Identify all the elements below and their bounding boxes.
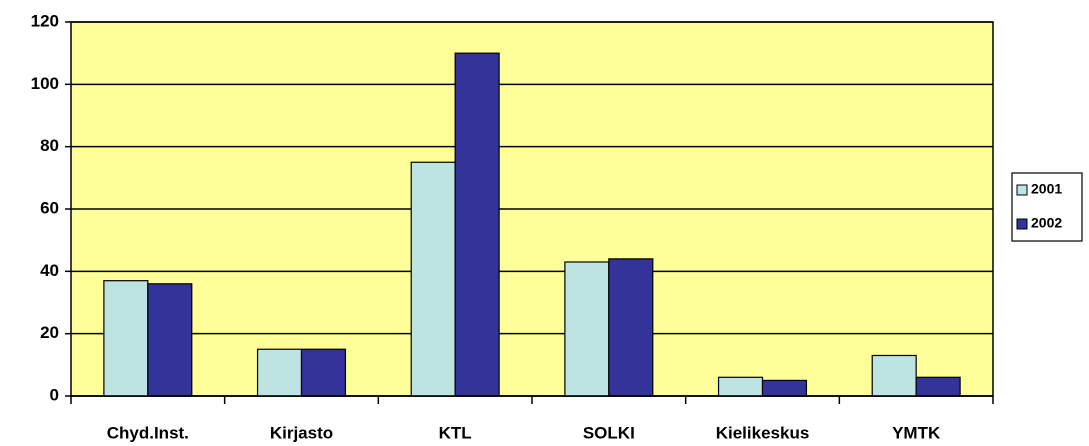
bar [103,280,149,397]
x-tick-label: Chyd.Inst. [107,423,189,442]
legend: 2001 2002 [1011,172,1083,242]
bar [147,283,193,397]
legend-box [1011,172,1083,242]
legend-swatch [1016,218,1028,230]
y-tick-label: 100 [31,74,59,93]
bar [717,376,764,397]
y-tick-label: 120 [31,11,59,30]
y-tick-label: 0 [50,385,59,404]
bar [871,354,917,397]
bar [608,258,654,397]
bar [454,52,500,397]
legend-label: 2001 [1031,181,1062,197]
legend-swatch [1016,184,1028,196]
y-tick-label: 40 [40,261,59,280]
bar [915,376,961,397]
x-tick-label: SOLKI [583,423,635,442]
x-tick-label: Kielikeskus [716,423,810,442]
y-tick-label: 20 [40,323,59,342]
legend-label: 2002 [1031,215,1062,231]
x-tick-label: YMTK [892,423,941,442]
bar [761,379,808,397]
bar [564,261,610,397]
x-tick-label: Kirjasto [270,423,333,442]
bar [410,161,456,397]
x-tick-label: KTL [439,423,472,442]
bar [300,348,347,397]
bar [256,348,303,397]
y-tick-label: 80 [40,136,59,155]
y-tick-label: 60 [40,198,59,217]
